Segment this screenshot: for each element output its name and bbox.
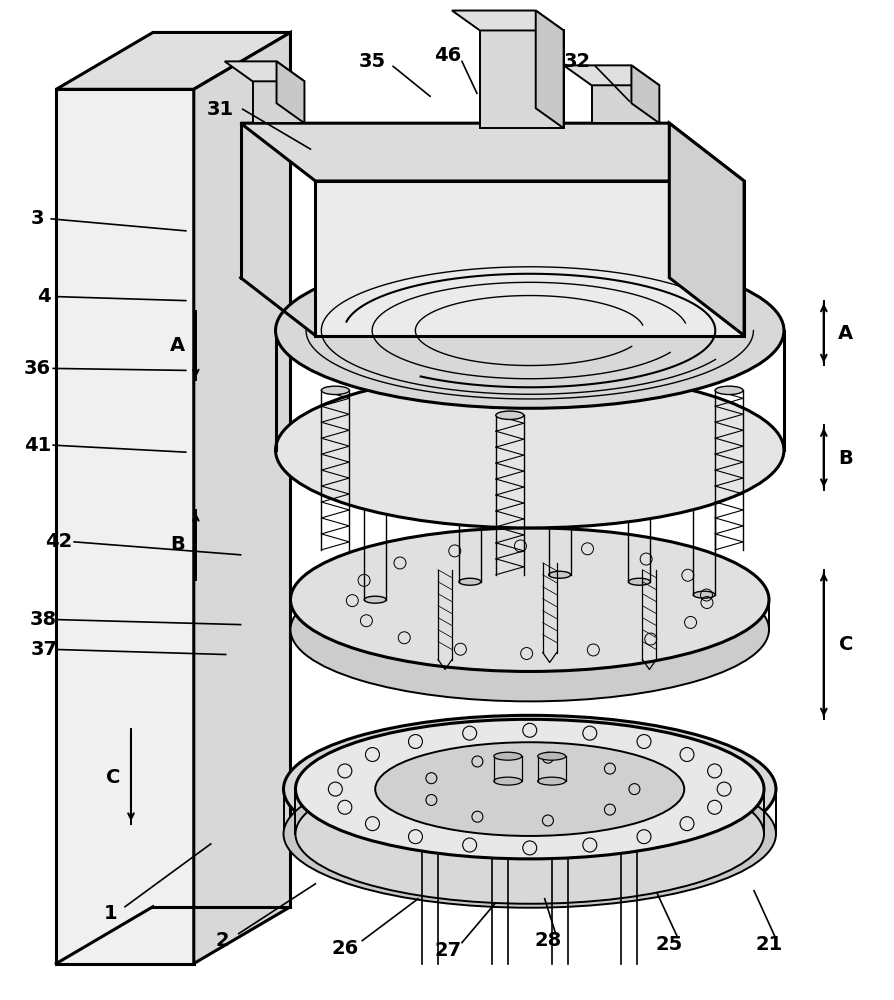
Ellipse shape: [628, 578, 650, 585]
Ellipse shape: [493, 777, 522, 785]
Ellipse shape: [375, 742, 684, 836]
Ellipse shape: [364, 437, 386, 444]
Text: 25: 25: [655, 935, 683, 954]
Text: 42: 42: [45, 532, 72, 551]
Text: 46: 46: [434, 46, 461, 65]
Text: 36: 36: [24, 359, 51, 378]
Text: 28: 28: [534, 931, 561, 950]
Polygon shape: [240, 123, 744, 181]
Text: C: C: [105, 768, 120, 787]
Ellipse shape: [283, 760, 776, 908]
Ellipse shape: [496, 411, 524, 419]
Ellipse shape: [493, 752, 522, 760]
Ellipse shape: [537, 777, 566, 785]
Text: B: B: [839, 449, 853, 468]
Polygon shape: [480, 30, 563, 128]
Ellipse shape: [275, 253, 784, 408]
Ellipse shape: [459, 437, 481, 444]
Text: 27: 27: [434, 941, 461, 960]
Ellipse shape: [549, 571, 570, 578]
Text: 41: 41: [23, 436, 51, 455]
Ellipse shape: [364, 596, 386, 603]
Polygon shape: [316, 181, 744, 336]
Ellipse shape: [283, 715, 776, 863]
Text: 3: 3: [30, 209, 44, 228]
Text: B: B: [171, 535, 185, 554]
Text: 2: 2: [215, 931, 230, 950]
Text: 21: 21: [755, 935, 782, 954]
Text: 32: 32: [564, 52, 591, 71]
Text: 1: 1: [105, 904, 118, 923]
Ellipse shape: [459, 578, 481, 585]
Text: A: A: [839, 324, 853, 343]
Ellipse shape: [693, 437, 715, 444]
Ellipse shape: [296, 764, 764, 904]
Polygon shape: [224, 61, 305, 81]
Polygon shape: [631, 65, 660, 123]
Polygon shape: [670, 123, 744, 336]
Ellipse shape: [693, 591, 715, 598]
Text: C: C: [839, 635, 853, 654]
Ellipse shape: [291, 528, 769, 671]
Polygon shape: [592, 85, 660, 123]
Text: 38: 38: [30, 610, 57, 629]
Ellipse shape: [628, 437, 650, 444]
Ellipse shape: [537, 752, 566, 760]
Polygon shape: [563, 65, 660, 85]
Polygon shape: [536, 11, 563, 128]
Polygon shape: [253, 81, 305, 123]
Text: 26: 26: [332, 939, 359, 958]
Polygon shape: [56, 32, 291, 89]
Ellipse shape: [321, 386, 350, 395]
Polygon shape: [276, 61, 305, 123]
Ellipse shape: [715, 386, 743, 395]
Ellipse shape: [549, 437, 570, 444]
Ellipse shape: [296, 719, 764, 859]
Polygon shape: [452, 11, 563, 30]
Text: 31: 31: [207, 100, 234, 119]
Ellipse shape: [291, 558, 769, 701]
Polygon shape: [56, 89, 194, 964]
Text: 35: 35: [358, 52, 386, 71]
Ellipse shape: [275, 372, 784, 528]
Text: 37: 37: [30, 640, 58, 659]
Polygon shape: [194, 32, 291, 964]
Text: A: A: [170, 336, 185, 355]
Text: 4: 4: [38, 287, 51, 306]
